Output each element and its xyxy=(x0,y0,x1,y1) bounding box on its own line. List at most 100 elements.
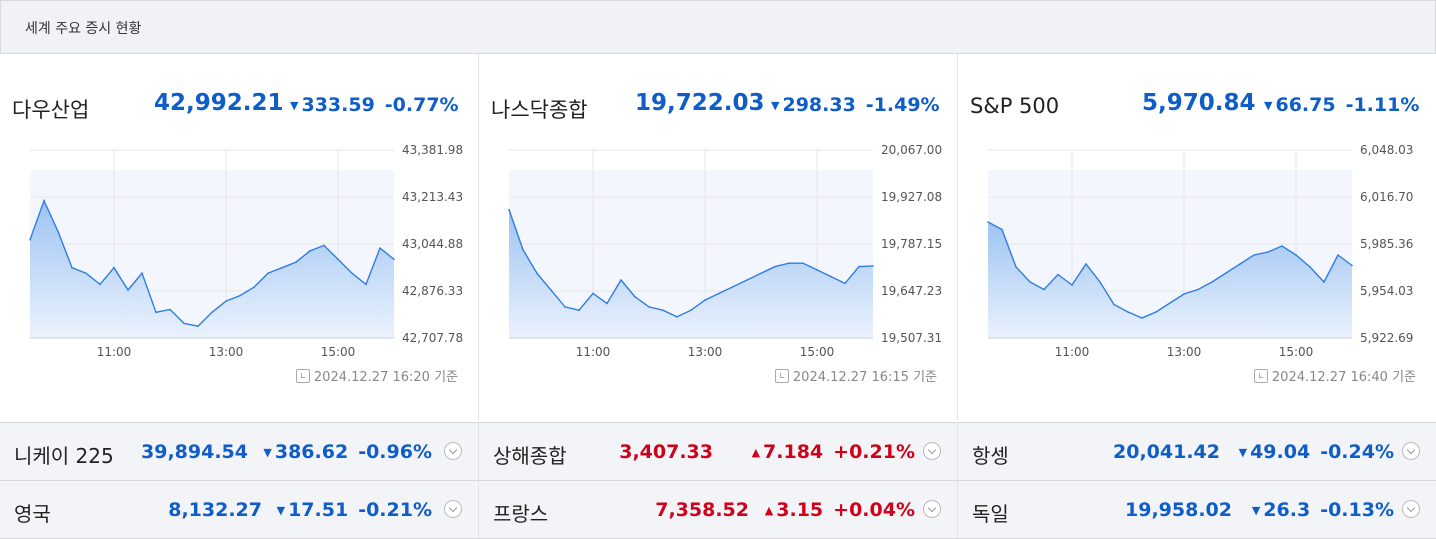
index-item-france[interactable]: 프랑스 7,358.52 ▲ 3.15 +0.04% xyxy=(479,481,958,538)
data-point xyxy=(1225,272,1227,274)
change-percent: -0.96% xyxy=(358,441,432,463)
down-arrow-icon: ▼ xyxy=(263,446,272,459)
data-point xyxy=(1169,302,1171,304)
index-name: 니케이 225 xyxy=(14,444,114,468)
data-point xyxy=(57,230,59,233)
chevron-down-circle-icon[interactable] xyxy=(444,500,462,518)
data-point xyxy=(592,292,594,295)
index-name: 독일 xyxy=(972,502,1009,526)
index-change: ▼ 298.33 -1.49% xyxy=(771,94,940,116)
data-point xyxy=(127,289,129,291)
data-point xyxy=(1253,254,1255,256)
up-arrow-icon: ▲ xyxy=(764,504,774,517)
index-change: ▼ 26.3 -0.13% xyxy=(1252,499,1394,521)
index-panel-sp500[interactable]: S&P 500 5,970.84 ▼ 66.75 -1.11% 6,048.03 6,… xyxy=(958,54,1436,420)
change-amount: 26.3 xyxy=(1263,499,1311,521)
change-percent: -0.77% xyxy=(384,94,459,116)
data-point xyxy=(1351,264,1353,267)
data-point xyxy=(564,306,566,308)
index-panel-dow[interactable]: 다우산업 42,992.21 ▼ 333.59 -0.77% 43,381.98 43… xyxy=(0,54,479,420)
data-point xyxy=(987,221,989,223)
y-tick-label: 42,876.33 xyxy=(402,284,463,298)
data-point xyxy=(704,299,706,301)
index-panel-nasdaq[interactable]: 나스닥종합 19,722.03 ▼ 298.33 -1.49% 20,067.00 1… xyxy=(479,54,958,420)
index-change: ▼ 66.75 -1.11% xyxy=(1264,94,1419,116)
clock-icon xyxy=(1253,369,1268,383)
data-point xyxy=(71,266,73,269)
data-point xyxy=(1029,281,1031,283)
data-point xyxy=(830,275,832,278)
down-arrow-icon: ▼ xyxy=(1264,99,1273,112)
x-tick-label: 15:00 xyxy=(1279,345,1314,359)
data-point xyxy=(113,266,115,269)
clock-icon xyxy=(295,369,310,383)
change-percent: -0.24% xyxy=(1320,441,1394,463)
y-tick-label: 42,707.78 xyxy=(402,331,463,345)
index-rows: 니케이 225 39,894.54 ▼ 386.62 -0.96% 상해종합 3,4… xyxy=(0,422,1436,539)
data-point xyxy=(337,258,339,261)
timestamp: 2024.12.27 16:40 기준 xyxy=(1253,366,1416,385)
index-item-nikkei[interactable]: 니케이 225 39,894.54 ▼ 386.62 -0.96% xyxy=(0,423,479,480)
x-tick-label: 13:00 xyxy=(688,345,723,359)
index-item-germany[interactable]: 독일 19,958.02 ▼ 26.3 -0.13% xyxy=(958,481,1436,538)
data-point xyxy=(1323,281,1325,283)
index-item-uk[interactable]: 영국 8,132.27 ▼ 17.51 -0.21% xyxy=(0,481,479,538)
down-arrow-icon: ▼ xyxy=(1251,504,1261,517)
data-point xyxy=(816,269,818,271)
data-point xyxy=(634,296,636,298)
data-point xyxy=(1239,263,1241,265)
data-point xyxy=(281,266,283,269)
index-change: ▲ 3.15 +0.04% xyxy=(765,499,915,521)
data-point xyxy=(1295,254,1297,256)
index-change: ▼ 49.04 -0.24% xyxy=(1239,441,1394,463)
data-point xyxy=(253,286,255,288)
index-value: 20,041.42 xyxy=(1113,441,1220,463)
data-point xyxy=(620,279,622,281)
data-point xyxy=(1211,281,1213,283)
data-point xyxy=(788,262,790,264)
chevron-down-circle-icon[interactable] xyxy=(1402,500,1420,518)
data-point xyxy=(858,265,860,268)
data-point xyxy=(606,302,608,305)
data-point xyxy=(550,289,552,291)
x-tick-label: 15:00 xyxy=(321,345,356,359)
change-percent: -1.11% xyxy=(1345,94,1420,116)
index-value: 3,407.33 xyxy=(619,441,713,463)
data-point xyxy=(1127,311,1129,313)
data-point xyxy=(393,258,395,261)
data-point xyxy=(183,322,185,325)
timestamp-text: 2024.12.27 16:20 기준 xyxy=(313,370,458,385)
data-point xyxy=(365,283,367,286)
data-point xyxy=(662,309,664,311)
chevron-down-circle-icon[interactable] xyxy=(923,442,941,460)
timestamp-text: 2024.12.27 16:40 기준 xyxy=(1271,370,1416,385)
x-tick-label: 11:00 xyxy=(576,345,611,359)
y-tick-label: 5,954.03 xyxy=(1360,284,1413,298)
index-name: 상해종합 xyxy=(493,444,567,468)
x-tick-label: 11:00 xyxy=(97,345,132,359)
index-name: S&P 500 xyxy=(970,94,1060,118)
data-point xyxy=(169,308,171,311)
timestamp: 2024.12.27 16:15 기준 xyxy=(774,366,937,385)
index-item-hangseng[interactable]: 항셍 20,041.42 ▼ 49.04 -0.24% xyxy=(958,423,1436,480)
chevron-down-circle-icon[interactable] xyxy=(444,442,462,460)
data-point xyxy=(578,309,580,311)
data-point xyxy=(1113,303,1115,306)
y-tick-label: 6,048.03 xyxy=(1360,143,1413,157)
data-point xyxy=(1001,228,1003,231)
chevron-down-circle-icon[interactable] xyxy=(1402,442,1420,460)
series-area xyxy=(30,200,394,338)
data-point xyxy=(760,272,762,275)
y-tick-label: 19,927.08 xyxy=(881,190,942,204)
data-point xyxy=(211,311,213,314)
y-tick-label: 5,922.69 xyxy=(1360,331,1413,345)
down-arrow-icon: ▼ xyxy=(1238,446,1248,459)
data-point xyxy=(1085,263,1087,265)
data-point xyxy=(508,208,510,211)
data-point xyxy=(1197,288,1199,291)
index-value: 19,722.03 xyxy=(635,90,765,116)
index-item-shanghai[interactable]: 상해종합 3,407.33 ▲ 7.184 +0.21% xyxy=(479,423,958,480)
data-point xyxy=(295,261,297,263)
chevron-down-circle-icon[interactable] xyxy=(923,500,941,518)
